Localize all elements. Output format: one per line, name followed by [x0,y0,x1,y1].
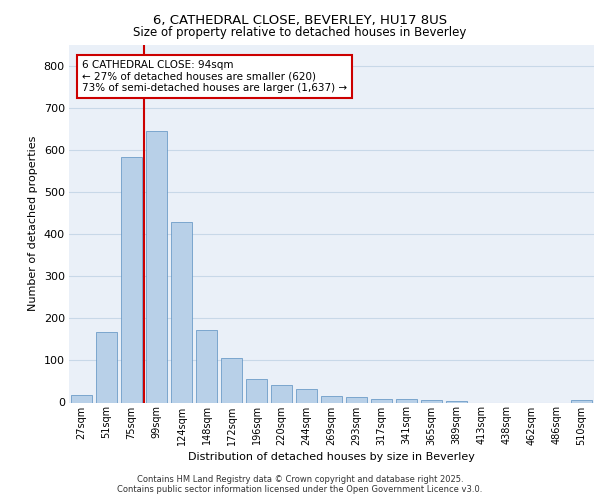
Bar [446,401,467,402]
Bar [96,332,117,402]
Bar [371,398,392,402]
Bar [421,400,442,402]
Bar [121,158,142,402]
Bar [271,385,292,402]
Bar [396,398,417,402]
Bar [221,358,242,403]
Text: 6, CATHEDRAL CLOSE, BEVERLEY, HU17 8US: 6, CATHEDRAL CLOSE, BEVERLEY, HU17 8US [153,14,447,27]
Bar [571,400,592,402]
Text: Size of property relative to detached houses in Beverley: Size of property relative to detached ho… [133,26,467,39]
Y-axis label: Number of detached properties: Number of detached properties [28,136,38,312]
Text: Contains HM Land Registry data © Crown copyright and database right 2025.
Contai: Contains HM Land Registry data © Crown c… [118,474,482,494]
Bar [246,378,267,402]
Bar [321,396,342,402]
Bar [346,398,367,402]
Bar [296,389,317,402]
Bar [146,131,167,402]
Bar [71,395,92,402]
Bar [196,330,217,402]
Bar [171,222,192,402]
X-axis label: Distribution of detached houses by size in Beverley: Distribution of detached houses by size … [188,452,475,462]
Text: 6 CATHEDRAL CLOSE: 94sqm
← 27% of detached houses are smaller (620)
73% of semi-: 6 CATHEDRAL CLOSE: 94sqm ← 27% of detach… [82,60,347,93]
